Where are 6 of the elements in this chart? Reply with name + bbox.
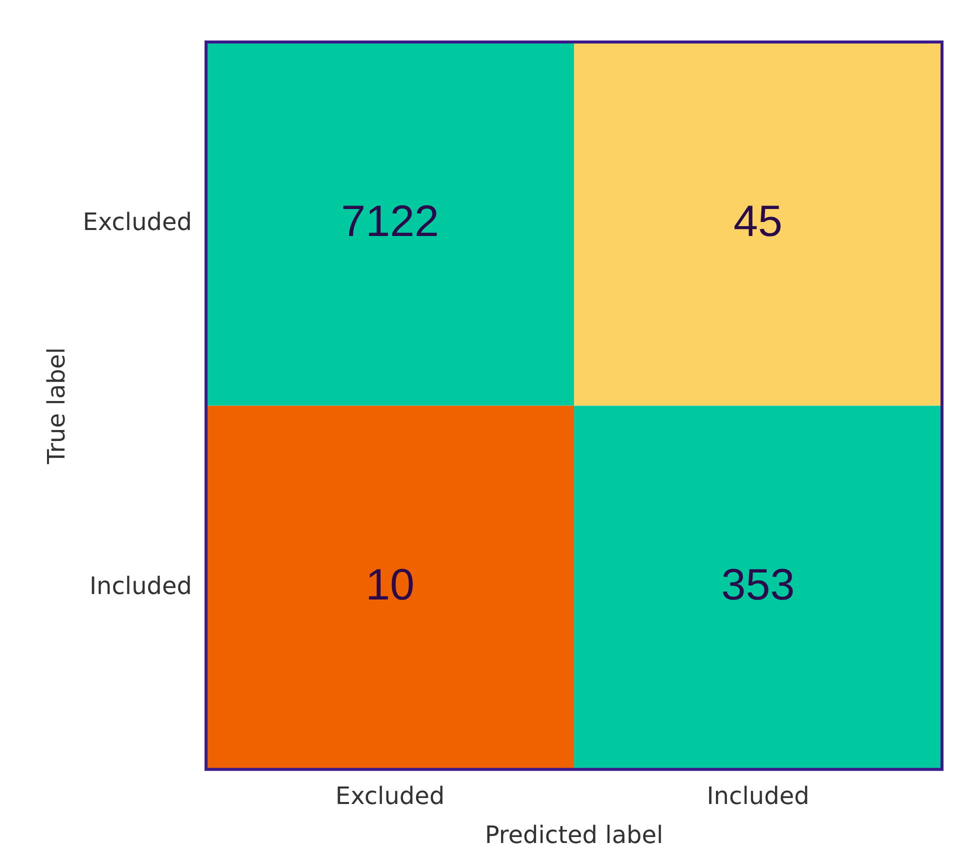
data-label: 353 — [721, 560, 795, 610]
y-axis-title: True label — [42, 347, 71, 466]
data-label: 10 — [366, 560, 415, 610]
x-axis-title: Predicted label — [484, 820, 664, 849]
data-label: 45 — [734, 196, 782, 246]
data-label: 7122 — [341, 196, 439, 246]
